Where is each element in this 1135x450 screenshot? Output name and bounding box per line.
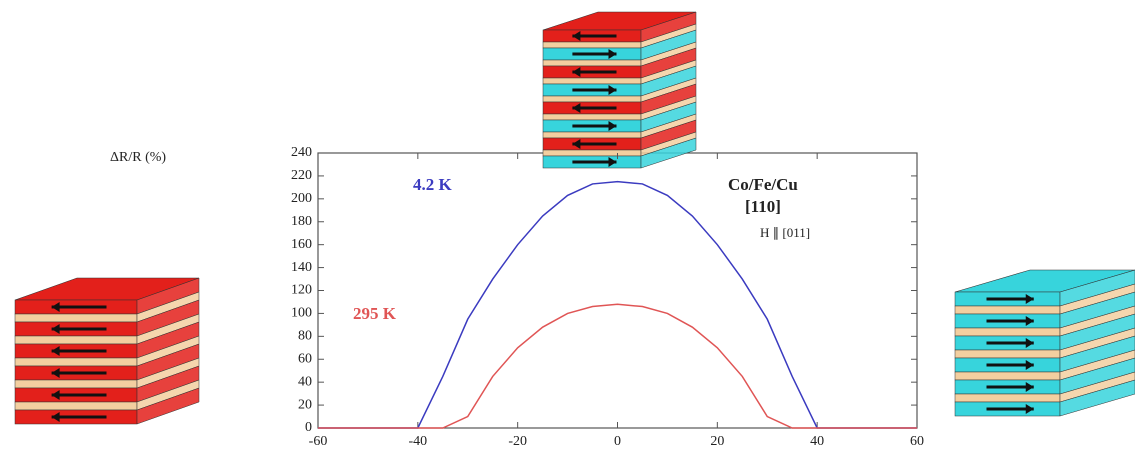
stack-layer <box>14 313 138 323</box>
x-tick-label: 40 <box>810 434 824 449</box>
stack-layer <box>14 401 138 411</box>
stack-side <box>1059 371 1135 403</box>
stack-layer <box>542 41 642 49</box>
y-tick-label: 40 <box>298 374 312 389</box>
y-tick-label: 100 <box>291 306 312 321</box>
y-tick-label: 80 <box>298 329 312 344</box>
stack-side <box>1059 305 1135 337</box>
arrow-head <box>1025 404 1034 414</box>
stack-layer <box>954 371 1061 381</box>
y-tick-label: 20 <box>298 397 312 412</box>
x-tick-label: -20 <box>508 434 527 449</box>
stack-layer <box>542 77 642 85</box>
arrow-head <box>608 49 617 59</box>
arrow-head <box>608 85 617 95</box>
y-tick-label: 180 <box>291 214 312 229</box>
stack-layer <box>14 335 138 345</box>
arrow-head <box>572 139 581 149</box>
y-tick-label: 60 <box>298 351 312 366</box>
x-tick-label: -60 <box>309 434 328 449</box>
arrow-head <box>608 121 617 131</box>
series-label: 4.2 K <box>413 175 453 194</box>
arrow-head <box>51 324 60 334</box>
x-tick-label: -40 <box>408 434 427 449</box>
y-axis-label: ΔR/R (%) <box>110 150 166 165</box>
arrow-head <box>51 346 60 356</box>
stack-layer <box>14 357 138 367</box>
stack-layer <box>542 149 642 157</box>
stack-layer <box>542 131 642 139</box>
arrow-head <box>1025 316 1034 326</box>
stack-layer <box>14 379 138 389</box>
stack-layer <box>542 59 642 67</box>
arrow-head <box>51 302 60 312</box>
stack-side <box>1059 349 1135 381</box>
stack-layer <box>954 393 1061 403</box>
arrow-head <box>572 67 581 77</box>
stack-layer <box>954 327 1061 337</box>
stack-side <box>1059 283 1135 315</box>
y-tick-label: 220 <box>291 168 312 183</box>
arrow-head <box>1025 360 1034 370</box>
arrow-head <box>1025 338 1034 348</box>
arrow-head <box>1025 382 1034 392</box>
arrow-head <box>51 368 60 378</box>
series-line <box>318 180 917 429</box>
x-tick-label: 0 <box>614 434 621 449</box>
stack-layer <box>542 113 642 121</box>
annotation: [110] <box>745 197 781 216</box>
arrow-head <box>51 412 60 422</box>
stack-layer <box>954 305 1061 315</box>
annotation: Co/Fe/Cu <box>728 175 798 194</box>
arrow-head <box>1025 294 1034 304</box>
stack-layer <box>954 349 1061 359</box>
arrow-head <box>572 31 581 41</box>
series-label: 295 K <box>353 304 397 323</box>
x-tick-label: 60 <box>910 434 924 449</box>
stack-side <box>1059 327 1135 359</box>
stack-side <box>1059 269 1135 307</box>
layer-illustrations <box>14 11 1135 425</box>
y-tick-label: 0 <box>305 420 312 435</box>
y-tick-label: 240 <box>291 145 312 160</box>
y-tick-label: 120 <box>291 283 312 298</box>
plot-frame <box>317 152 918 429</box>
arrow-head <box>572 103 581 113</box>
stack-side <box>1059 335 1135 373</box>
arrow-head <box>608 157 617 167</box>
y-tick-label: 200 <box>291 191 312 206</box>
stack-side <box>1059 313 1135 351</box>
stack-side <box>1059 379 1135 417</box>
stack-side <box>640 137 697 169</box>
stack-side <box>136 387 200 425</box>
series-line <box>318 303 917 429</box>
stack-layer <box>542 95 642 103</box>
annotation: H ∥ [011] <box>760 225 810 240</box>
arrow-head <box>51 390 60 400</box>
stack-side <box>1059 357 1135 395</box>
y-tick-label: 160 <box>291 237 312 252</box>
x-tick-label: 20 <box>710 434 724 449</box>
stack-side <box>1059 291 1135 329</box>
y-tick-label: 140 <box>291 260 312 275</box>
